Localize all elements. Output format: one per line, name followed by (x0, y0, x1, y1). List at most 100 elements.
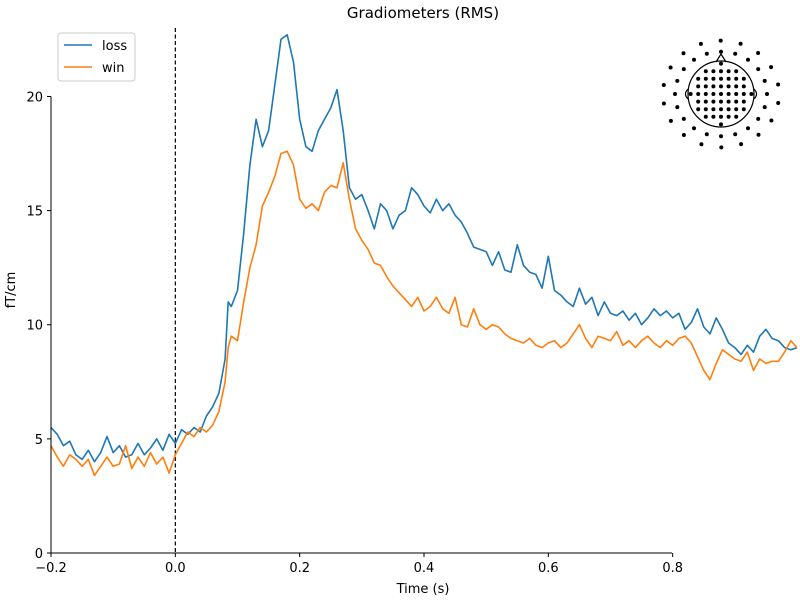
legend-label-win: win (102, 61, 124, 76)
x-axis-label: Time (s) (396, 582, 450, 597)
sensor-dot (734, 107, 739, 112)
sensor-dot (675, 105, 680, 110)
sensor-dot (719, 122, 723, 127)
sensor-dot (703, 76, 708, 81)
x-tick-label: 0.4 (414, 561, 435, 576)
sensor-dot (749, 92, 754, 96)
plot-area (50, 28, 798, 553)
sensor-dot (765, 92, 769, 96)
legend-label-loss: loss (102, 39, 127, 54)
sensor-dot (719, 134, 723, 139)
sensor-dot (762, 78, 767, 83)
sensor-dot (681, 67, 686, 72)
sensor-dot (703, 99, 708, 104)
sensor-dot (696, 99, 701, 104)
sensor-dot (741, 92, 746, 96)
sensor-dot (734, 69, 739, 74)
sensor-dot (756, 51, 761, 55)
sensor-dot (733, 132, 738, 137)
sensor-dot (756, 67, 761, 72)
sensor-dot (703, 69, 708, 74)
sensor-dot (719, 92, 723, 96)
sensor-dot (711, 76, 716, 81)
y-tick-label: 10 (26, 319, 43, 334)
sensor-dot (668, 65, 673, 70)
head-ear-right (753, 88, 758, 100)
sensor-dot (741, 107, 746, 112)
sensor-dot (699, 142, 704, 147)
sensor-dot (696, 84, 701, 89)
sensor-dot (719, 107, 723, 112)
sensor-dot (734, 84, 739, 89)
sensor-dot (673, 92, 677, 96)
x-tick-label: 0.6 (538, 561, 559, 576)
sensor-dot (703, 92, 708, 96)
chart-title: Gradiometers (RMS) (347, 4, 499, 22)
sensor-dot (688, 92, 693, 96)
sensor-dot (661, 83, 666, 87)
y-tick-label: 5 (35, 433, 43, 448)
sensor-dot (711, 69, 716, 74)
head-ear-left (684, 88, 689, 100)
sensor-dot (733, 51, 738, 56)
sensor-dot (719, 99, 723, 104)
sensor-dot (681, 133, 686, 137)
sensor-dot (681, 116, 686, 121)
sensor-dot (726, 99, 731, 104)
head-outline (687, 60, 755, 128)
sensor-dot (668, 118, 673, 123)
sensor-dot (726, 107, 731, 112)
sensor-dot (661, 101, 666, 106)
sensor-dot (734, 99, 739, 104)
sensor-dot (703, 114, 708, 119)
sensor-dot (719, 49, 723, 54)
x-tick-label: 0.2 (289, 561, 310, 576)
sensor-dot (769, 118, 774, 123)
sensor-dot (703, 107, 708, 112)
sensor-dot (726, 114, 731, 119)
sensor-dot (734, 114, 739, 119)
sensor-dot (756, 132, 761, 137)
sensor-dot (739, 142, 744, 147)
sensor-dot (719, 76, 723, 81)
legend: loss win (57, 32, 136, 82)
sensor-layout-icon (661, 38, 781, 150)
sensor-dot (734, 92, 739, 96)
sensor-dot (719, 61, 723, 66)
sensor-dot (719, 145, 724, 150)
y-tick-label: 15 (26, 205, 43, 220)
x-tick-label: 0.8 (662, 561, 683, 576)
sensor-dot (711, 99, 716, 104)
sensor-dot (734, 76, 739, 81)
sensor-dot (741, 76, 746, 81)
sensor-dot (711, 114, 716, 119)
sensor-dot (696, 76, 701, 81)
series-line-loss (50, 34, 798, 463)
sensor-dot (719, 114, 723, 119)
sensor-dot (726, 76, 731, 81)
sensor-dot (726, 92, 731, 96)
sensor-dot (675, 78, 680, 83)
sensor-dot (696, 107, 701, 112)
sensor-dot (776, 82, 781, 87)
head-nose (715, 52, 727, 63)
sensor-dot (719, 69, 723, 74)
sensor-dot (704, 51, 709, 56)
x-tick-label: −0.2 (35, 561, 67, 576)
sensor-dot (756, 116, 761, 121)
sensor-dot (741, 99, 746, 104)
sensor-dot (769, 65, 774, 70)
sensor-dot (741, 84, 746, 89)
sensor-dot (711, 107, 716, 112)
sensor-dot (718, 38, 723, 43)
axes: −0.2 0.0 0.2 0.4 0.6 0.8 0 5 10 15 20 (26, 90, 683, 576)
sensor-dot (776, 101, 781, 105)
sensor-dot (692, 126, 696, 131)
sensor-dot (711, 84, 716, 89)
sensor-dot (692, 57, 696, 62)
sensor-dot (746, 126, 750, 131)
series-line-win (50, 150, 798, 477)
sensor-dot (738, 41, 743, 46)
sensor-dot (726, 84, 731, 89)
